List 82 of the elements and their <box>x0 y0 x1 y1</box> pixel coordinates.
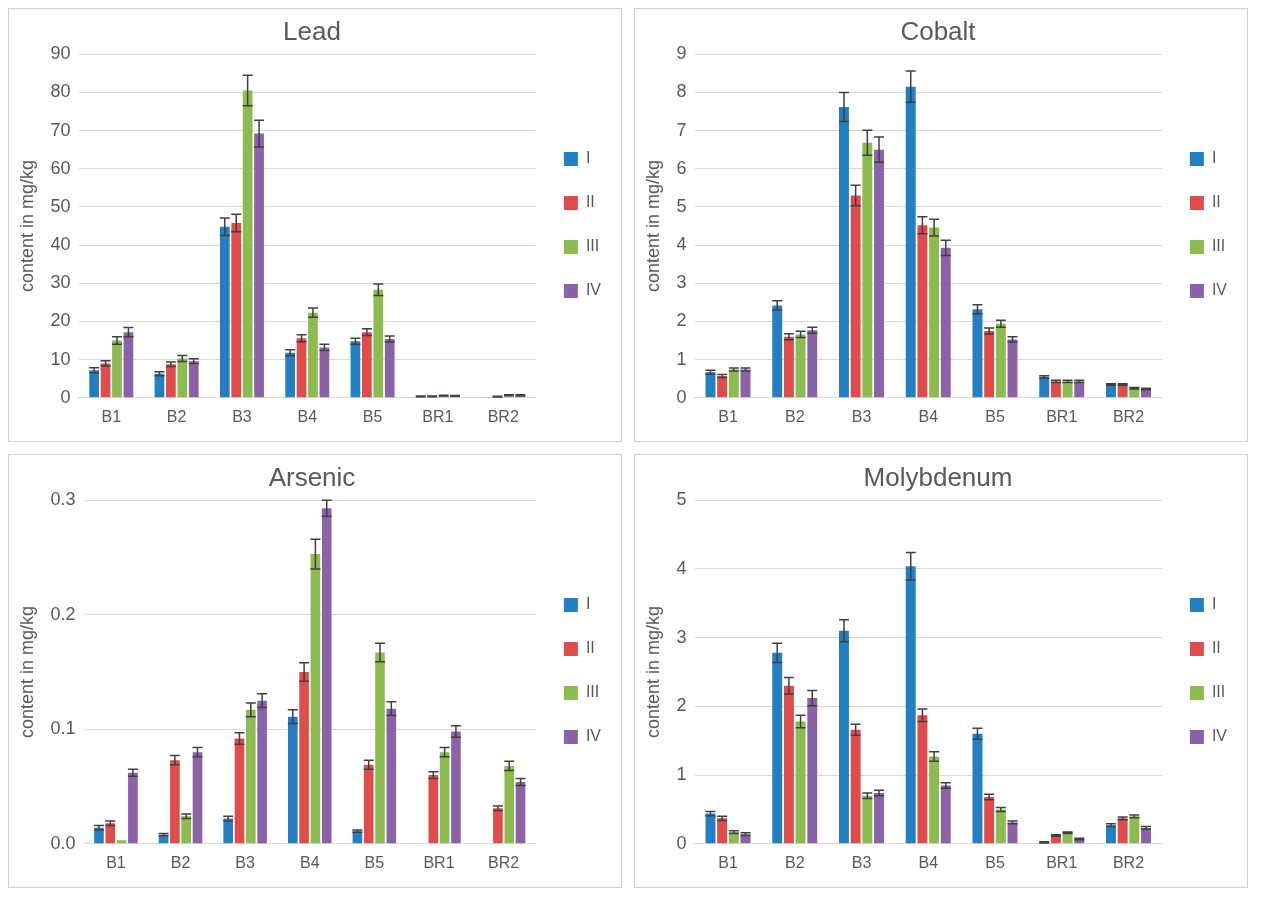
x-tick-label: B4 <box>918 853 939 871</box>
y-tick-label: 0 <box>676 386 687 407</box>
y-tick-label: 0.0 <box>50 832 76 853</box>
chart-title: Cobalt <box>900 15 977 46</box>
x-tick-label: BR2 <box>1112 853 1145 871</box>
x-tick-label: B1 <box>101 407 122 425</box>
x-tick-label: B3 <box>232 407 252 425</box>
y-tick-label: 3 <box>676 272 687 293</box>
legend-label: II <box>1211 639 1221 657</box>
x-tick-label: BR1 <box>1046 407 1078 425</box>
y-tick-label: 2 <box>676 695 687 716</box>
x-tick-label: B3 <box>851 407 872 425</box>
y-tick-label: 6 <box>676 157 687 178</box>
y-tick-label: 0 <box>676 832 687 853</box>
y-tick-label: 70 <box>50 119 71 140</box>
legend-label: IV <box>1211 281 1228 299</box>
y-tick-label: 30 <box>50 272 71 293</box>
x-tick-label: BR1 <box>422 407 454 425</box>
legend-label: I <box>585 149 591 167</box>
chart-title: Arsenic <box>268 461 356 492</box>
y-tick-label: 0.3 <box>50 489 76 510</box>
x-tick-label: BR2 <box>1112 407 1145 425</box>
y-tick-label: 3 <box>676 626 687 647</box>
x-tick-label: BR2 <box>488 853 520 871</box>
legend-label: IV <box>585 281 602 299</box>
y-tick-label: 2 <box>676 310 687 331</box>
y-tick-label: 4 <box>676 234 687 255</box>
y-axis-title: content in mg/kg <box>642 159 663 293</box>
y-tick-label: 5 <box>676 489 687 510</box>
y-tick-label: 50 <box>50 195 71 216</box>
legend-label: I <box>1211 149 1217 167</box>
legend-label: I <box>1211 595 1217 613</box>
x-tick-label: BR1 <box>423 853 455 871</box>
y-axis-title: content in mg/kg <box>642 605 663 739</box>
x-tick-label: B5 <box>985 407 1005 425</box>
x-tick-label: B4 <box>297 407 318 425</box>
y-tick-label: 9 <box>676 43 687 64</box>
y-tick-label: 80 <box>50 81 71 102</box>
x-tick-label: B2 <box>170 853 191 871</box>
y-tick-label: 1 <box>676 764 687 785</box>
x-tick-label: B2 <box>784 853 805 871</box>
legend-label: III <box>1211 683 1226 701</box>
legend-label: I <box>585 595 591 613</box>
legend-label: II <box>585 193 595 211</box>
y-tick-label: 40 <box>50 234 71 255</box>
y-tick-label: 1 <box>676 348 687 369</box>
legend-label: III <box>585 683 600 701</box>
x-tick-label: B2 <box>784 407 805 425</box>
legend-label: III <box>585 237 600 255</box>
y-axis-title: content in mg/kg <box>16 159 37 293</box>
y-tick-label: 0.1 <box>50 718 76 739</box>
legend-label: III <box>1211 237 1226 255</box>
x-tick-label: BR1 <box>1046 853 1078 871</box>
x-tick-label: B5 <box>985 853 1005 871</box>
y-tick-label: 60 <box>50 157 71 178</box>
y-tick-label: 5 <box>676 195 687 216</box>
x-tick-label: B1 <box>106 853 126 871</box>
x-tick-label: B1 <box>718 853 738 871</box>
x-tick-label: BR2 <box>487 407 519 425</box>
x-tick-label: B3 <box>851 853 872 871</box>
legend-label: IV <box>1211 727 1228 745</box>
x-tick-label: B1 <box>718 407 738 425</box>
x-tick-label: B3 <box>235 853 256 871</box>
y-tick-label: 7 <box>676 119 687 140</box>
y-tick-label: 4 <box>676 557 687 578</box>
x-tick-label: B5 <box>364 853 385 871</box>
y-tick-label: 90 <box>50 43 71 64</box>
legend-label: II <box>585 639 595 657</box>
y-tick-label: 10 <box>50 348 71 369</box>
x-tick-label: B4 <box>918 407 939 425</box>
x-tick-label: B2 <box>166 407 187 425</box>
y-axis-title: content in mg/kg <box>16 605 37 739</box>
legend-label: II <box>1211 193 1221 211</box>
chart-title: Lead <box>283 15 341 46</box>
y-tick-label: 8 <box>676 81 687 102</box>
y-tick-label: 20 <box>50 310 71 331</box>
legend-label: IV <box>585 727 602 745</box>
x-tick-label: B4 <box>299 853 320 871</box>
y-tick-label: 0.2 <box>50 603 76 624</box>
y-tick-label: 0 <box>60 386 71 407</box>
chart-title: Molybdenum <box>863 461 1013 492</box>
x-tick-label: B5 <box>362 407 383 425</box>
